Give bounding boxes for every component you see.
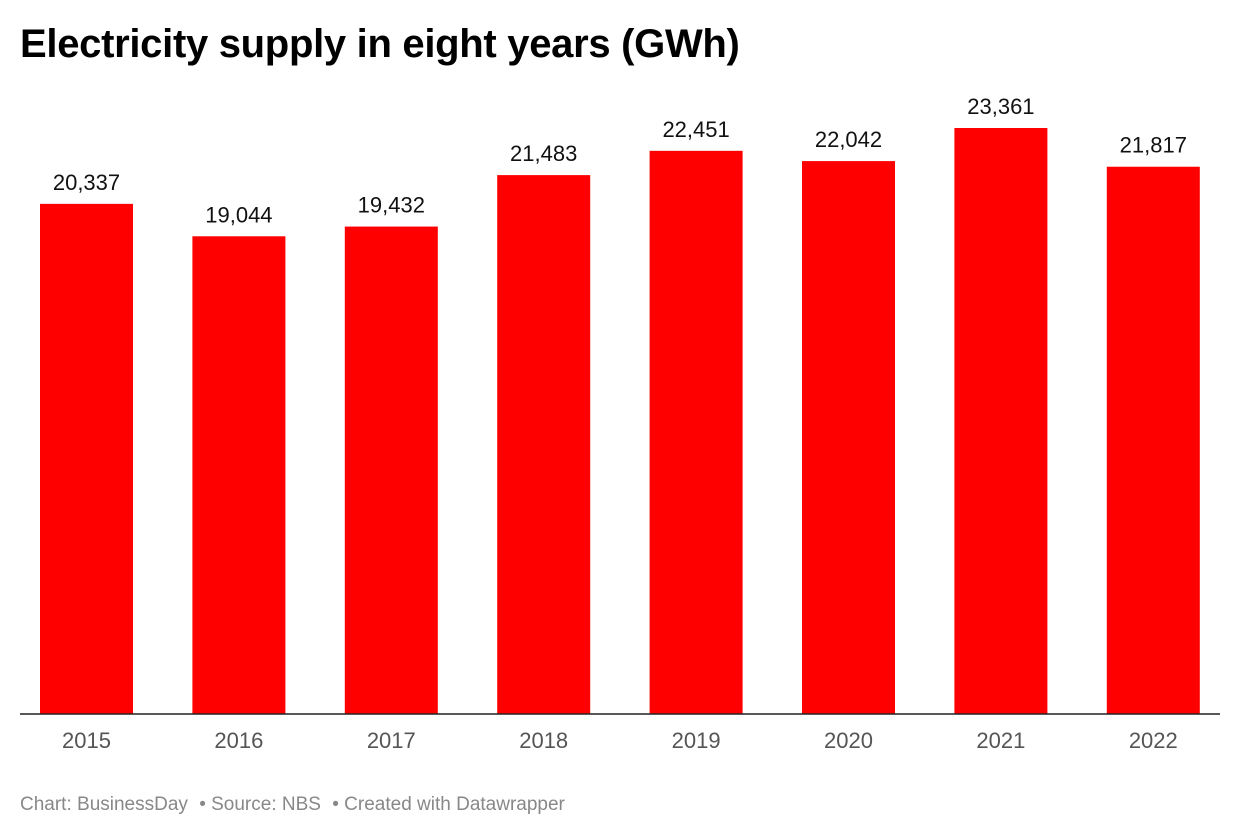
credit-text: Chart: BusinessDay — [20, 794, 188, 815]
data-label: 21,817 — [1120, 133, 1187, 158]
data-label: 19,432 — [358, 193, 425, 218]
data-label: 23,361 — [967, 94, 1034, 119]
data-label: 20,337 — [53, 170, 120, 195]
data-label: 19,044 — [205, 202, 272, 227]
bar-2019 — [649, 150, 743, 715]
chart-footer: Chart: BusinessDay • Source: NBS • Creat… — [20, 794, 571, 816]
x-tick-label: 2015 — [62, 728, 111, 753]
data-label: 21,483 — [510, 141, 577, 166]
x-tick-label: 2016 — [214, 728, 263, 753]
x-tick-label: 2022 — [1129, 728, 1178, 753]
created-with-link[interactable]: • Created with Datawrapper — [332, 794, 565, 815]
x-tick-label: 2020 — [824, 728, 873, 753]
bar-2017 — [344, 226, 438, 714]
chart-title: Electricity supply in eight years (GWh) — [20, 22, 740, 66]
x-tick-label: 2019 — [672, 728, 721, 753]
bar-chart: 20,337 2015 19,044 2016 19,432 2017 21,483 2018… — [20, 94, 1220, 753]
bar-2018 — [497, 175, 591, 714]
bar-2020 — [802, 161, 895, 714]
data-label: 22,451 — [662, 117, 729, 142]
x-tick-label: 2018 — [519, 728, 568, 753]
bar-2015 — [40, 203, 133, 714]
x-tick-label: 2021 — [976, 728, 1025, 753]
bar-2021 — [954, 128, 1048, 714]
source-text: • Source: NBS — [199, 794, 321, 815]
bar-2022 — [1106, 166, 1200, 714]
x-tick-label: 2017 — [367, 728, 416, 753]
bar-2016 — [192, 236, 286, 714]
data-label: 22,042 — [815, 127, 882, 152]
